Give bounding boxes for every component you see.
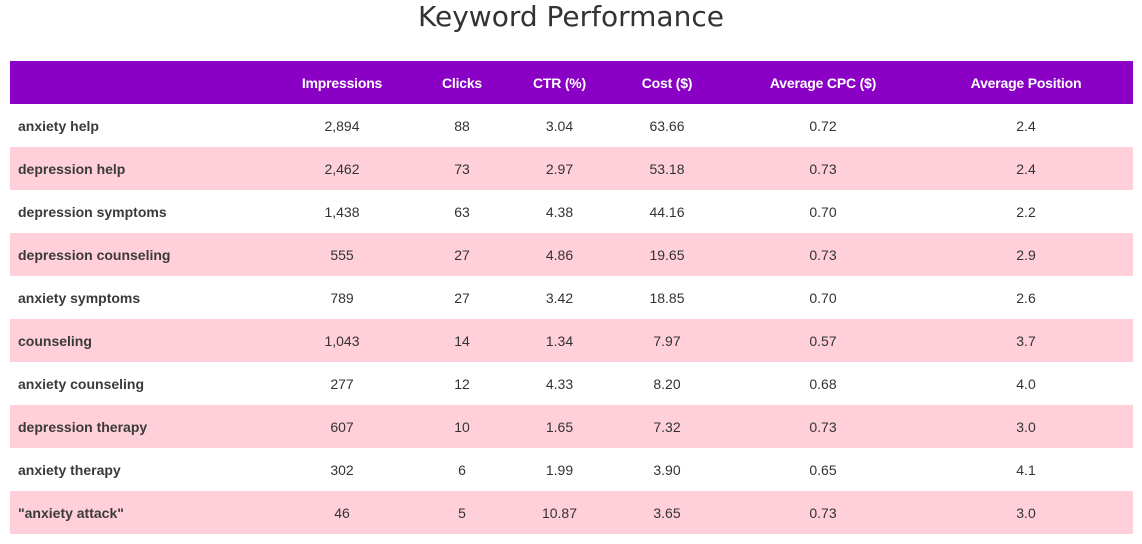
table-row: depression therapy 607 10 1.65 7.32 0.73 3.0 xyxy=(10,405,1133,448)
average-cpc-cell: 0.57 xyxy=(809,332,837,349)
average-cpc-cell: 0.72 xyxy=(809,117,837,134)
clicks-cell: 73 xyxy=(454,160,470,177)
clicks-cell: 27 xyxy=(454,289,470,306)
keyword-cell: anxiety counseling xyxy=(18,375,145,392)
header-cost: Cost ($) xyxy=(641,74,693,91)
ctr-cell: 1.99 xyxy=(545,461,574,478)
table-header: Impressions Clicks CTR (%) Cost ($) Aver… xyxy=(10,61,1133,104)
impressions-cell: 607 xyxy=(330,418,354,435)
table-row: anxiety therapy 302 6 1.99 3.90 0.65 4.1 xyxy=(10,448,1133,491)
table-row: counseling 1,043 14 1.34 7.97 0.57 3.7 xyxy=(10,319,1133,362)
header-row: Impressions Clicks CTR (%) Cost ($) Aver… xyxy=(10,61,1133,104)
header-average-position: Average Position xyxy=(970,74,1082,91)
cost-cell: 53.18 xyxy=(649,160,685,177)
cost-cell: 8.20 xyxy=(653,375,681,392)
cost-cell: 18.85 xyxy=(649,289,685,306)
average-position-cell: 2.2 xyxy=(1016,203,1036,220)
clicks-cell: 63 xyxy=(454,203,470,220)
clicks-cell: 12 xyxy=(454,375,470,392)
header-ctr: CTR (%) xyxy=(532,74,587,91)
cost-cell: 7.32 xyxy=(653,418,681,435)
average-cpc-cell: 0.73 xyxy=(809,504,837,521)
clicks-cell: 5 xyxy=(458,504,466,521)
keyword-performance-table: Impressions Clicks CTR (%) Cost ($) Aver… xyxy=(10,61,1133,534)
ctr-cell: 3.04 xyxy=(545,117,574,134)
average-position-cell: 2.4 xyxy=(1016,117,1036,134)
ctr-cell: 4.86 xyxy=(545,246,574,263)
keyword-cell: depression counseling xyxy=(18,246,171,263)
keyword-cell: depression help xyxy=(18,160,126,177)
impressions-cell: 789 xyxy=(330,289,354,306)
average-position-cell: 4.1 xyxy=(1016,461,1036,478)
table-row: anxiety help 2,894 88 3.04 63.66 0.72 2.4 xyxy=(10,104,1133,147)
average-position-cell: 3.0 xyxy=(1016,504,1036,521)
average-position-cell: 2.9 xyxy=(1016,246,1036,263)
average-cpc-cell: 0.73 xyxy=(809,160,837,177)
impressions-cell: 46 xyxy=(334,504,350,521)
keyword-cell: anxiety help xyxy=(18,117,99,134)
header-average-cpc: Average CPC ($) xyxy=(769,74,877,91)
average-cpc-cell: 0.65 xyxy=(809,461,837,478)
average-cpc-cell: 0.70 xyxy=(809,203,837,220)
header-clicks: Clicks xyxy=(441,74,483,91)
average-position-cell: 2.4 xyxy=(1016,160,1036,177)
clicks-cell: 6 xyxy=(458,461,466,478)
table-body: anxiety help 2,894 88 3.04 63.66 0.72 2.4 depre… xyxy=(10,104,1133,534)
average-position-cell: 3.7 xyxy=(1016,332,1036,349)
keyword-cell: depression therapy xyxy=(18,418,148,435)
ctr-cell: 4.33 xyxy=(545,375,574,392)
ctr-cell: 1.34 xyxy=(545,332,574,349)
keyword-cell: counseling xyxy=(18,332,92,349)
clicks-cell: 27 xyxy=(454,246,470,263)
ctr-cell: 4.38 xyxy=(545,203,574,220)
average-position-cell: 2.6 xyxy=(1016,289,1036,306)
keyword-cell: anxiety symptoms xyxy=(18,289,141,306)
keyword-cell: anxiety therapy xyxy=(18,461,121,478)
cost-cell: 3.65 xyxy=(653,504,681,521)
cost-cell: 44.16 xyxy=(649,203,685,220)
cost-cell: 7.97 xyxy=(653,332,681,349)
header-keyword xyxy=(10,61,272,104)
impressions-cell: 555 xyxy=(330,246,354,263)
cost-cell: 19.65 xyxy=(649,246,685,263)
table-row: depression counseling 555 27 4.86 19.65 0.73 2… xyxy=(10,233,1133,276)
average-cpc-cell: 0.70 xyxy=(809,289,837,306)
table-row: "anxiety attack" 46 5 10.87 3.65 0.73 3.0 xyxy=(10,491,1133,534)
header-impressions: Impressions xyxy=(301,74,383,91)
ctr-cell: 3.42 xyxy=(545,289,574,306)
average-cpc-cell: 0.73 xyxy=(809,246,837,263)
average-position-cell: 3.0 xyxy=(1016,418,1036,435)
table-row: anxiety symptoms 789 27 3.42 18.85 0.70 2.6 xyxy=(10,276,1133,319)
clicks-cell: 14 xyxy=(454,332,470,349)
ctr-cell: 2.97 xyxy=(545,160,574,177)
page-title: Keyword Performance xyxy=(418,0,724,33)
average-cpc-cell: 0.73 xyxy=(809,418,837,435)
impressions-cell: 302 xyxy=(330,461,354,478)
clicks-cell: 88 xyxy=(454,117,470,134)
average-position-cell: 4.0 xyxy=(1016,375,1036,392)
impressions-cell: 2,894 xyxy=(324,117,360,134)
ctr-cell: 10.87 xyxy=(541,504,578,521)
impressions-cell: 277 xyxy=(330,375,354,392)
average-cpc-cell: 0.68 xyxy=(809,375,837,392)
table-row: depression help 2,462 73 2.97 53.18 0.73 2.4 xyxy=(10,147,1133,190)
impressions-cell: 1,438 xyxy=(324,203,360,220)
clicks-cell: 10 xyxy=(454,418,470,435)
table-row: anxiety counseling 277 12 4.33 8.20 0.68 4.0 xyxy=(10,362,1133,405)
impressions-cell: 1,043 xyxy=(324,332,360,349)
table-row: depression symptoms 1,438 63 4.38 44.16 0.70 2… xyxy=(10,190,1133,233)
keyword-cell: "anxiety attack" xyxy=(18,504,124,521)
impressions-cell: 2,462 xyxy=(324,160,360,177)
cost-cell: 63.66 xyxy=(649,117,685,134)
cost-cell: 3.90 xyxy=(653,461,681,478)
keyword-cell: depression symptoms xyxy=(18,203,167,220)
ctr-cell: 1.65 xyxy=(545,418,574,435)
